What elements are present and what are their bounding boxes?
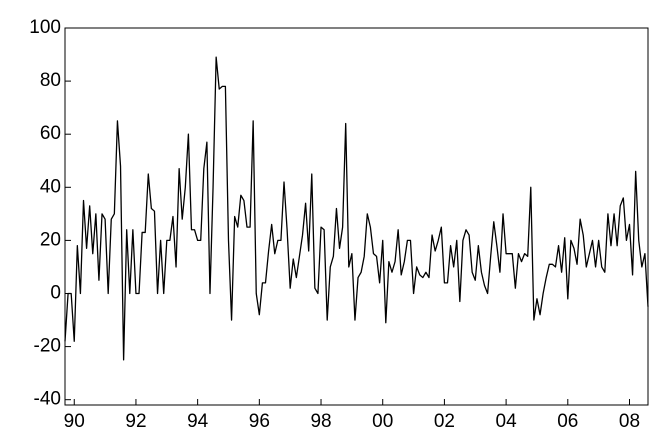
- x-tick-label: 94: [187, 411, 209, 432]
- plot-frame: [64, 27, 649, 406]
- x-tick-label: 92: [125, 411, 146, 432]
- x-tick-label: 00: [372, 411, 393, 432]
- y-tick-label: -40: [34, 389, 61, 410]
- x-tick-label: 06: [557, 411, 578, 432]
- x-tick-label: 08: [619, 411, 640, 432]
- x-tick-label: 02: [434, 411, 455, 432]
- y-tick-label: 40: [40, 176, 61, 197]
- y-tick-label: 80: [40, 70, 61, 91]
- y-tick-label: 60: [40, 123, 61, 144]
- y-tick-label: 20: [40, 229, 61, 250]
- y-tick-label: 100: [29, 17, 61, 38]
- y-tick-label: -20: [34, 336, 61, 357]
- x-tick-label: 98: [310, 411, 331, 432]
- x-tick-label: 96: [249, 411, 270, 432]
- y-tick-label: 0: [50, 283, 61, 304]
- x-tick-label: 90: [64, 411, 85, 432]
- x-tick-label: 04: [496, 411, 518, 432]
- series-line: [64, 56, 649, 361]
